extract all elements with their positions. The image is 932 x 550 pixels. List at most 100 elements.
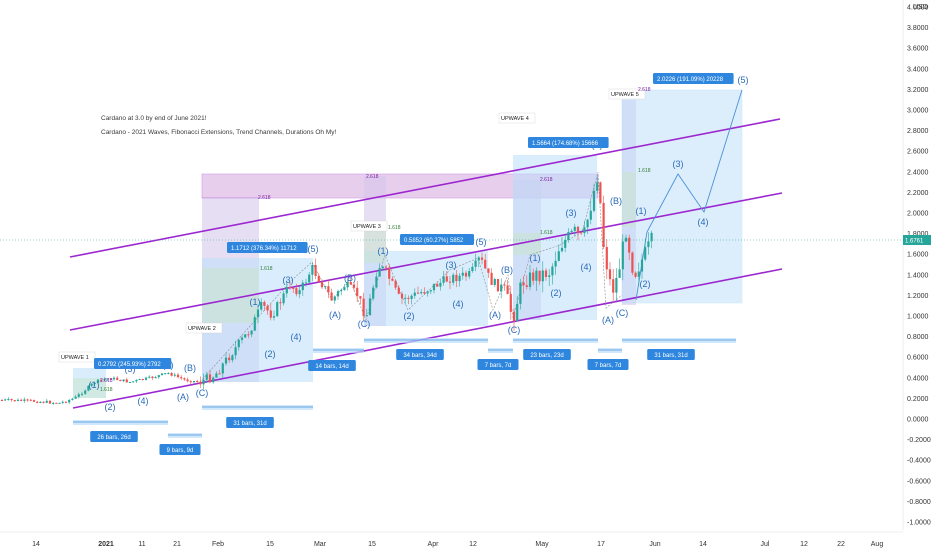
candle-body [388, 267, 391, 279]
y-tick-label: 4.0000 [907, 5, 929, 12]
measure-tag-text: 0.5852 (60.27%) 5852 [404, 238, 464, 244]
elliott-label: (2) [404, 311, 415, 321]
candle-body [276, 302, 279, 317]
x-tick-label: Feb [212, 541, 224, 548]
x-tick-label: Jul [761, 541, 770, 548]
candle-body [413, 292, 416, 296]
elliott-label: (1) [530, 253, 541, 263]
projection-path [635, 89, 743, 301]
candle-body [250, 330, 253, 335]
candle-body [308, 274, 311, 283]
elliott-label: (1) [636, 206, 647, 216]
elliott-label: (C) [508, 325, 521, 335]
elliott-wave-labels: (1) (2) (3) (4) (5) (A) (B) (C) (1) (2) (3) (4) (5) (… [58, 75, 749, 412]
x-tick-label: 14 [699, 541, 707, 548]
elliott-label: (2) [265, 349, 276, 359]
candle-body [282, 293, 285, 304]
elliott-label: (B) [184, 363, 196, 373]
duration-tag-bg [90, 431, 138, 442]
candle-body [205, 374, 208, 380]
candle-body [404, 297, 407, 299]
candle-body [589, 210, 592, 220]
fib-level: 1.618 [100, 387, 113, 393]
candle-body [180, 377, 183, 379]
measurement-tags: 0.2792 (245.93%) 2792 1.1712 (376.34%) 11… [94, 73, 734, 369]
candle-body [330, 292, 333, 301]
candle-body [455, 274, 458, 282]
candle-body [100, 379, 103, 381]
candle-body [320, 281, 324, 288]
candle-body [45, 400, 48, 403]
duration-range [513, 338, 598, 343]
note-title: Cardano at 3.0 by end of June 2021! [101, 115, 207, 122]
candle-body [420, 292, 423, 294]
candle-body [576, 226, 580, 233]
y-tick-label: 1.6000 [907, 252, 929, 259]
candle-body [93, 382, 96, 384]
duration-tag-text: 7 bars, 7d [485, 363, 512, 369]
candle-body [116, 377, 119, 380]
candle-body [442, 276, 445, 283]
candle-body [36, 401, 39, 403]
candle-body [340, 290, 343, 292]
candle-body [647, 241, 650, 248]
y-tick-label: 2.4000 [907, 169, 929, 176]
fib-level: 2.618 [258, 195, 271, 201]
candle-body [407, 297, 410, 299]
candle-body [42, 401, 45, 403]
candle-body [503, 284, 506, 286]
candle-body [39, 401, 42, 403]
candle-body [77, 394, 80, 397]
candle-body [458, 275, 461, 282]
candle-body [512, 311, 516, 322]
candle-body [7, 399, 10, 401]
candle-body [58, 402, 61, 404]
candle-body [231, 355, 234, 361]
candle-body [586, 219, 589, 228]
elliott-label: (4) [453, 299, 464, 309]
measure-tag-text: 0.2792 (245.93%) 2792 [98, 362, 161, 368]
elliott-label: (A) [489, 310, 501, 320]
duration-range [488, 348, 513, 353]
candle-body [16, 399, 20, 401]
candle-body [391, 278, 394, 281]
candle-body [196, 381, 199, 383]
x-tick-label: Jun [649, 541, 660, 548]
candle-body [631, 252, 634, 273]
elliott-label: (4) [138, 396, 149, 406]
candle-body [423, 292, 426, 294]
y-tick-label: 2.6000 [907, 149, 929, 156]
candle-body [490, 272, 493, 285]
candle-body [96, 379, 100, 383]
candle-body [362, 298, 365, 317]
candle-body [141, 378, 144, 380]
upwave-label: UPWAVE 4 [498, 112, 536, 124]
candle-body [493, 279, 496, 285]
candle-body [448, 281, 452, 283]
candle-body [381, 266, 384, 269]
candle-body [356, 287, 359, 297]
candle-body [532, 272, 535, 281]
candle-body [317, 275, 320, 282]
duration-range [313, 348, 364, 353]
candle-body [32, 400, 36, 402]
candle-body [253, 317, 256, 331]
candle-body [208, 374, 212, 383]
elliott-label: (1) [250, 297, 261, 307]
candle-body [471, 266, 474, 272]
candle-body [359, 296, 362, 299]
y-tick-label: -0.2000 [907, 437, 931, 444]
duration-tag-bg [477, 359, 519, 370]
upwave-text: UPWAVE 2 [188, 326, 216, 332]
candle-body [580, 232, 583, 234]
duration-tag-text: 9 bars, 9d [167, 448, 194, 454]
y-tick-label: -0.8000 [907, 499, 931, 506]
y-tick-label: 0.6000 [907, 355, 929, 362]
candle-body [247, 334, 250, 336]
candle-body [592, 190, 596, 211]
candle-body [349, 282, 352, 285]
candle-body [538, 270, 541, 282]
candle-body [397, 287, 400, 294]
candle-body [528, 272, 532, 287]
candle-body [416, 292, 420, 294]
